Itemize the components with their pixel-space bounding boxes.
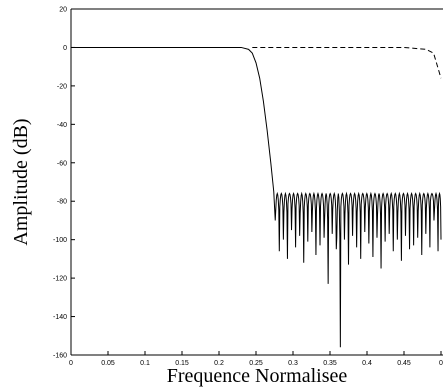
y-tick-label: -140 bbox=[53, 314, 67, 321]
x-tick-label: 0 bbox=[439, 360, 443, 367]
y-tick-label: -120 bbox=[53, 276, 67, 283]
axis-ticks: 0 0.05 0.1 0.15 0.2 0.25 0.3 0.35 0.4 0.45 0 20 0 -20… bbox=[53, 7, 443, 368]
y-tick-label: -160 bbox=[53, 353, 67, 360]
chart-marks bbox=[71, 46, 442, 348]
x-tick-label: 0.15 bbox=[175, 360, 189, 367]
x-tick-label: 0.2 bbox=[214, 360, 224, 367]
y-tick-label: -100 bbox=[53, 237, 67, 244]
x-tick-label: 0.05 bbox=[101, 360, 115, 367]
y-tick-label: 20 bbox=[59, 7, 67, 14]
x-tick-label: 0 bbox=[69, 360, 73, 367]
y-tick-label: -60 bbox=[57, 160, 67, 167]
x-tick-label: 0.1 bbox=[140, 360, 150, 367]
y-tick-label: -80 bbox=[57, 199, 67, 206]
series-dashed-line bbox=[252, 46, 442, 79]
y-tick-label: -40 bbox=[57, 122, 67, 129]
x-tick-label: 0.45 bbox=[397, 360, 411, 367]
y-tick-label: 0 bbox=[63, 45, 67, 52]
x-tick-label: 0.35 bbox=[323, 360, 337, 367]
y-axis-title: Amplitude (dB) bbox=[10, 118, 32, 245]
x-tick-label: 0.25 bbox=[249, 360, 263, 367]
x-tick-label: 0.4 bbox=[362, 360, 372, 367]
y-tick-label: -20 bbox=[57, 83, 67, 90]
series-solid-line bbox=[71, 46, 442, 348]
plot-area bbox=[71, 9, 443, 355]
x-axis-title: Frequence Normalisee bbox=[167, 365, 348, 387]
x-tick-label: 0.3 bbox=[288, 360, 298, 367]
